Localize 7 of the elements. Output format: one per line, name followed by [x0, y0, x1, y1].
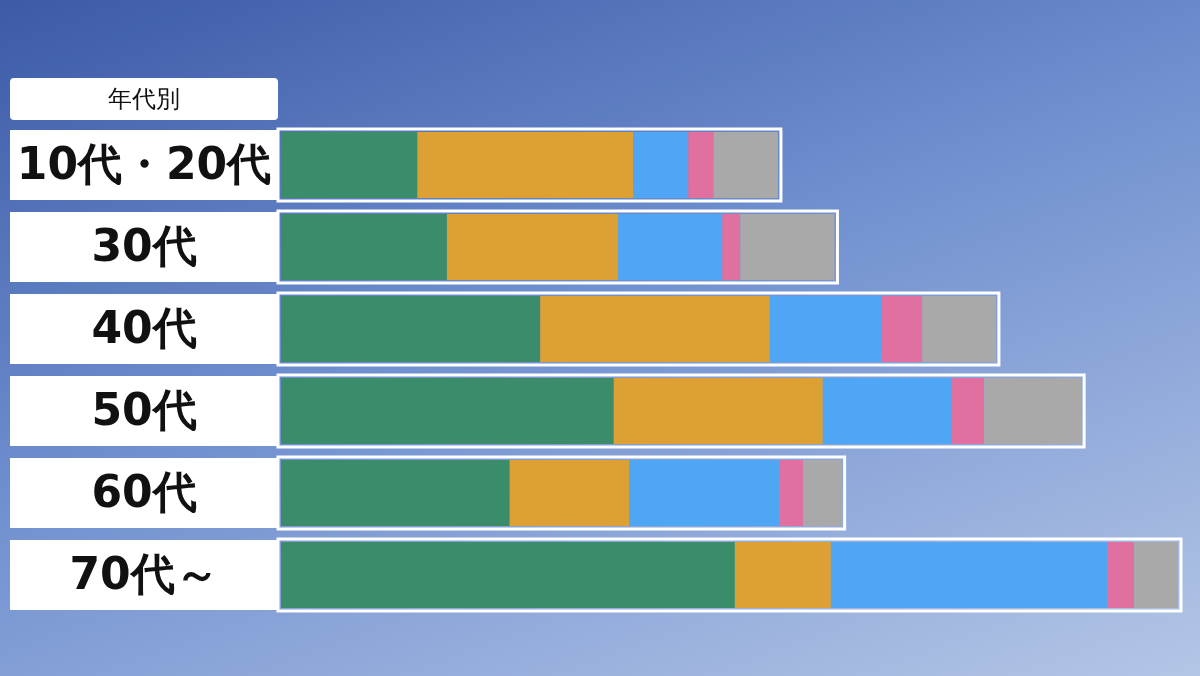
y-tick-label: 70代～	[69, 548, 219, 599]
y-axis-title: 年代別	[108, 85, 180, 113]
y-tick-label: 50代	[91, 384, 197, 435]
y-tick-label: 40代	[91, 302, 197, 353]
y-tick-label: 10代・20代	[16, 138, 272, 189]
y-tick-label: 60代	[91, 466, 197, 517]
y-tick-label: 30代	[91, 220, 197, 271]
